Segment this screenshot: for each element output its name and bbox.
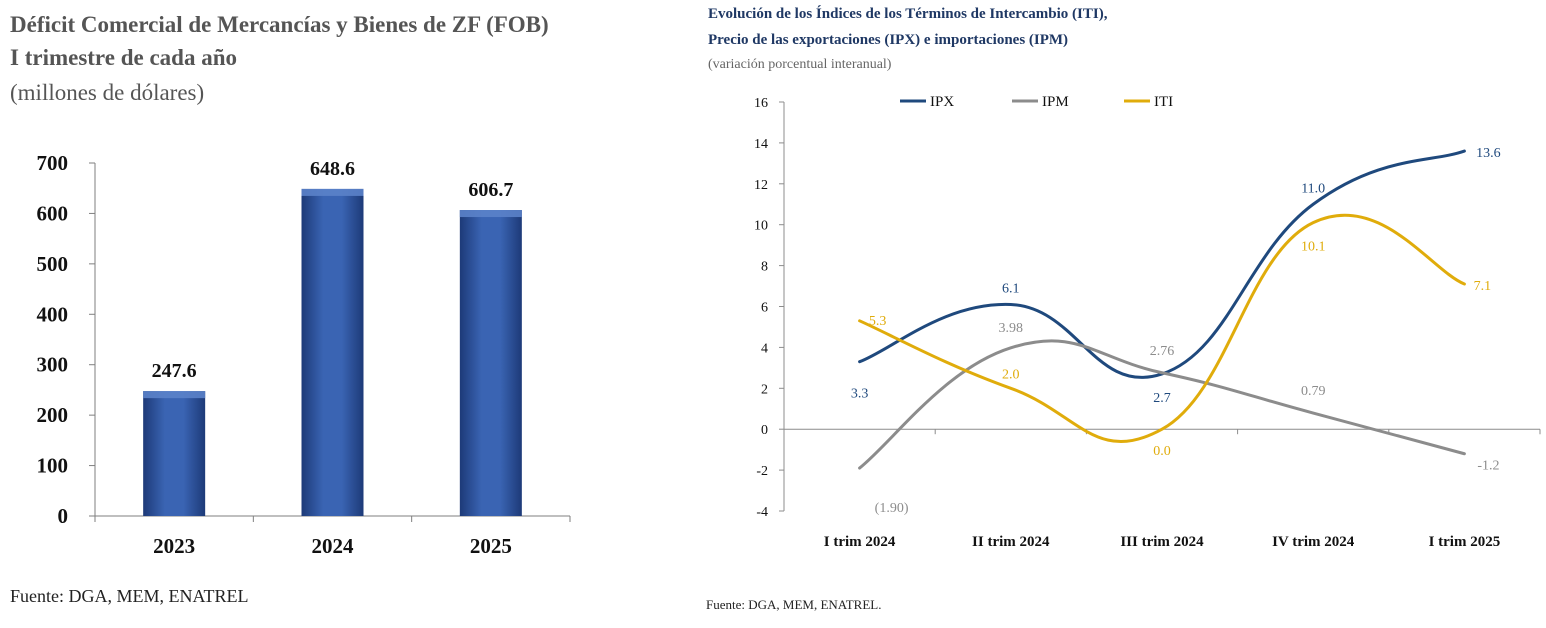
line-y-tick-label: -4	[756, 505, 768, 520]
series-data-label: -1.2	[1477, 459, 1499, 474]
bar-y-tick-label: 500	[37, 252, 69, 276]
bar-x-tick-label: 2023	[153, 534, 195, 558]
line-x-tick-label: I trim 2024	[824, 534, 896, 550]
bar	[459, 210, 522, 516]
line-y-tick-label: -2	[756, 464, 768, 479]
line-y-tick-label: 10	[754, 219, 768, 234]
series-data-label: 3.3	[851, 387, 869, 402]
right-chart-source: Fuente: DGA, MEM, ENATREL.	[706, 597, 882, 612]
left-chart-panel: Déficit Comercial de Mercancías y Bienes…	[0, 0, 690, 628]
series-data-label: (1.90)	[875, 501, 909, 516]
bar-x-tick-label: 2025	[470, 534, 512, 558]
bar-data-label: 648.6	[310, 158, 355, 180]
right-chart-title: Evolución de los Índices de los Términos…	[708, 6, 1108, 22]
bar-y-tick-label: 200	[37, 403, 69, 427]
series-data-label: 11.0	[1301, 181, 1325, 196]
series-data-label: 2.76	[1150, 344, 1175, 359]
series-line-iti	[858, 213, 1466, 443]
left-chart-source: Fuente: DGA, MEM, ENATREL	[10, 586, 249, 606]
bar-x-tick-label: 2024	[312, 534, 355, 558]
line-y-tick-label: 6	[761, 301, 768, 316]
line-chart: -4 -2 0 2 4 6 8 10 12 14 16 I trim 2024 II trim 2024…	[754, 94, 1541, 550]
series-data-label: 7.1	[1474, 279, 1492, 294]
right-chart-panel: Evolución de los Índices de los Términos…	[690, 0, 1546, 628]
bar-data-label: 606.7	[468, 179, 513, 201]
bar-y-tick-label: 100	[37, 454, 69, 478]
bar-y-tick-label: 600	[37, 201, 69, 225]
line-x-tick-label: I trim 2025	[1429, 534, 1501, 550]
legend-label-ipx: IPX	[930, 94, 954, 110]
line-y-tick-label: 0	[761, 423, 768, 438]
series-data-label: 0.79	[1301, 384, 1326, 399]
left-chart-title-line2: I trimestre de cada año	[10, 45, 237, 70]
series-data-label: 2.7	[1153, 391, 1171, 406]
line-y-tick-label: 12	[754, 178, 768, 193]
series-data-label: 10.1	[1301, 240, 1326, 255]
series-data-label: 13.6	[1476, 146, 1501, 161]
series-data-label: 3.98	[999, 321, 1024, 336]
legend-label-iti: ITI	[1154, 94, 1173, 110]
bar-y-tick-label: 400	[37, 302, 69, 326]
right-chart-title-line2: Precio de las exportaciones (IPX) e impo…	[708, 32, 1069, 48]
line-x-tick-label: III trim 2024	[1120, 534, 1204, 550]
line-y-tick-label: 14	[754, 137, 768, 152]
bar-y-tick-label: 700	[37, 151, 69, 175]
line-x-tick-label: IV trim 2024	[1272, 534, 1355, 550]
series-data-label: 0.0	[1153, 444, 1171, 459]
bar-chart: 0 100 200 300 400 500 600 700 247.6 2023 648.6 2024…	[37, 151, 571, 558]
series-data-label: 6.1	[1002, 281, 1020, 296]
bar-y-tick-label: 0	[58, 504, 69, 528]
bar-data-label: 247.6	[152, 360, 197, 382]
bar-top-bevel	[301, 188, 364, 196]
bar	[143, 391, 206, 516]
left-chart-title: Déficit Comercial de Mercancías y Bienes…	[10, 12, 549, 37]
bar	[301, 188, 364, 516]
line-y-tick-label: 2	[761, 382, 768, 397]
line-y-tick-label: 4	[761, 341, 768, 356]
series-line-ipm	[858, 339, 1466, 470]
bar-top-bevel	[459, 210, 522, 218]
line-x-tick-label: II trim 2024	[972, 534, 1050, 550]
line-y-tick-label: 16	[754, 96, 768, 111]
right-chart-subtitle: (variación porcentual interanual)	[708, 57, 892, 72]
series-data-label: 2.0	[1002, 367, 1020, 382]
legend-label-ipm: IPM	[1042, 94, 1069, 110]
series-data-label: 5.3	[869, 314, 887, 329]
bar-y-tick-label: 300	[37, 353, 69, 377]
left-chart-subtitle: (millones de dólares)	[10, 80, 205, 105]
bar-top-bevel	[143, 391, 206, 399]
line-y-tick-label: 8	[761, 260, 768, 275]
